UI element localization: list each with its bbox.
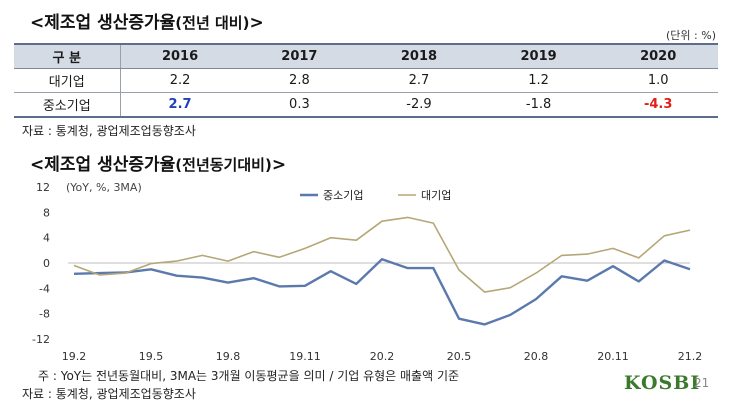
table-header-year: 2018: [359, 43, 479, 69]
kosbi-logo: KOSBI: [624, 372, 701, 394]
series-line-large: [73, 216, 691, 293]
unit-label: (단위 : %): [666, 29, 716, 42]
x-tick-label: 19.2: [62, 350, 87, 363]
table-cell: 2.2: [120, 68, 240, 93]
table-cell-highlight-min: -4.3: [598, 92, 718, 118]
table-cell-highlight-max: 2.7: [120, 92, 240, 118]
y-tick-label: 12: [36, 181, 50, 194]
table-cell: -1.8: [478, 92, 599, 118]
x-tick-label: 21.2: [678, 350, 703, 363]
x-tick-label: 19.5: [139, 350, 164, 363]
x-tick-label: 20.2: [370, 350, 395, 363]
y-tick-label: 0: [43, 257, 50, 270]
table-header-label: 구 분: [14, 43, 121, 69]
row-label: 대기업: [14, 68, 121, 93]
y-tick-label: 8: [43, 206, 50, 219]
table-section-title: <제조업 생산증가율(전년 대비)>: [30, 13, 264, 33]
table-cell: 1.0: [598, 68, 718, 93]
table-row: 대기업 2.2 2.8 2.7 1.2 1.0: [14, 68, 718, 93]
table-row: 중소기업 2.7 0.3 -2.9 -1.8 -4.3: [14, 92, 718, 118]
y-tick-label: -8: [39, 308, 50, 321]
x-tick-label: 20.11: [597, 350, 629, 363]
legend-label: 대기업: [421, 189, 451, 202]
page-number: 21: [694, 376, 710, 390]
x-tick-label: 20.8: [524, 350, 549, 363]
legend-label: 중소기업: [323, 189, 363, 202]
table-header-row: 구 분 2016 2017 2018 2019 2020: [14, 43, 718, 69]
table-header-year: 2020: [598, 43, 718, 69]
table-header-year: 2016: [120, 43, 240, 69]
y-axis-label: (YoY, %, 3MA): [66, 181, 142, 194]
table-header-year: 2019: [478, 43, 599, 69]
table-cell: 2.8: [239, 68, 360, 93]
line-chart: 12 8 4 0 -4 -8 -12 (YoY, %, 3MA) 19.2 19.5 19.8 19.…: [32, 181, 703, 363]
table-cell: 1.2: [478, 68, 599, 93]
y-tick-label: -12: [32, 333, 50, 346]
y-tick-label: -4: [39, 282, 50, 295]
chart-note: 주 : YoY는 전년동월대비, 3MA는 3개월 이동평균을 의미 / 기업 …: [38, 369, 460, 383]
x-tick-label: 20.5: [447, 350, 472, 363]
series-line-sme: [73, 257, 691, 326]
table-cell: -2.9: [359, 92, 479, 118]
row-label: 중소기업: [14, 92, 121, 118]
y-tick-label: 4: [43, 232, 50, 245]
table-cell: 0.3: [239, 92, 360, 118]
x-tick-label: 19.11: [289, 350, 321, 363]
x-tick-label: 19.8: [216, 350, 241, 363]
table-cell: 2.7: [359, 68, 479, 93]
table-header-year: 2017: [239, 43, 360, 69]
chart-source: 자료 : 통계청, 광업제조업동향조사: [22, 387, 196, 401]
table-source: 자료 : 통계청, 광업제조업동향조사: [22, 124, 196, 138]
chart-section-title: <제조업 생산증가율(전년동기대비)>: [30, 155, 287, 175]
growth-table: 구 분 2016 2017 2018 2019 2020 대기업 2.2 2.8…: [14, 43, 718, 118]
